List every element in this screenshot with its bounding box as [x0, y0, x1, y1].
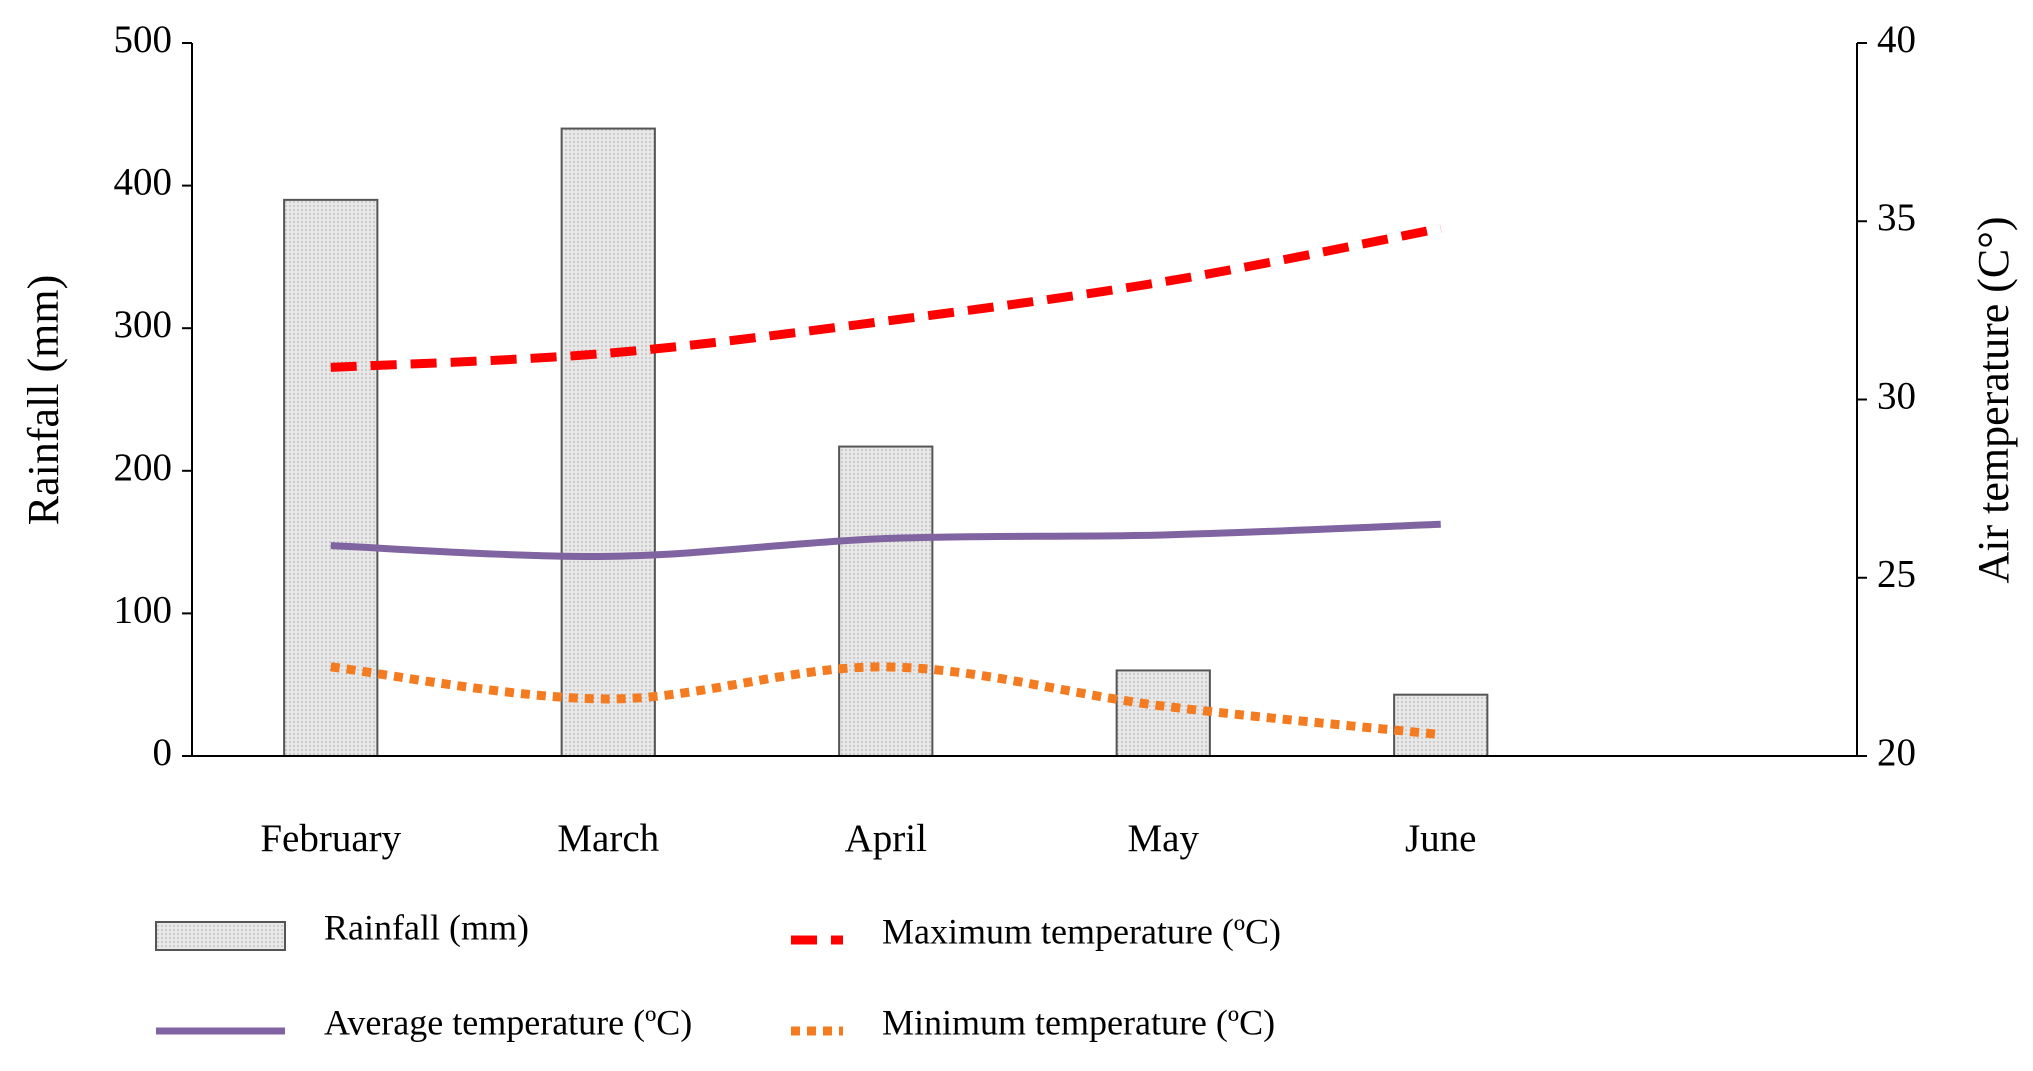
y2-axis-label: Air temperature (C°)	[1969, 217, 2018, 584]
y-tick-label: 200	[114, 446, 173, 489]
y-axis-label: Rainfall (mm)	[19, 275, 68, 526]
x-tick-label: March	[557, 817, 659, 860]
y2-tick-label: 20	[1877, 731, 1916, 774]
bar	[283, 198, 379, 758]
y2-tick-label: 25	[1877, 553, 1916, 596]
x-tick-label: April	[845, 817, 927, 860]
y2-tick-label: 40	[1877, 18, 1916, 61]
line	[330, 520, 1441, 560]
bar	[838, 445, 934, 757]
bar	[1115, 669, 1211, 757]
y-tick-label: 500	[114, 18, 173, 61]
legend-label: Average temperature (ºC)	[324, 1002, 692, 1042]
x-tick-label: May	[1128, 817, 1200, 860]
y-tick-label: 100	[114, 588, 173, 631]
line	[330, 223, 1442, 372]
y2-tick-label: 35	[1877, 196, 1916, 239]
y-tick-label: 0	[153, 731, 173, 774]
x-tick-label: June	[1405, 817, 1477, 860]
legend-label: Minimum temperature (ºC)	[882, 1002, 1275, 1042]
y-tick-label: 400	[114, 161, 173, 204]
x-tick-label: February	[260, 817, 401, 860]
legend-label: Rainfall (mm)	[324, 907, 529, 947]
y2-tick-label: 30	[1877, 374, 1916, 417]
bar	[560, 127, 656, 757]
legend-swatch	[155, 921, 286, 951]
y-tick-label: 300	[114, 303, 173, 346]
legend-label: Maximum temperature (ºC)	[882, 911, 1281, 951]
line	[330, 662, 1442, 740]
bar	[1393, 693, 1489, 758]
